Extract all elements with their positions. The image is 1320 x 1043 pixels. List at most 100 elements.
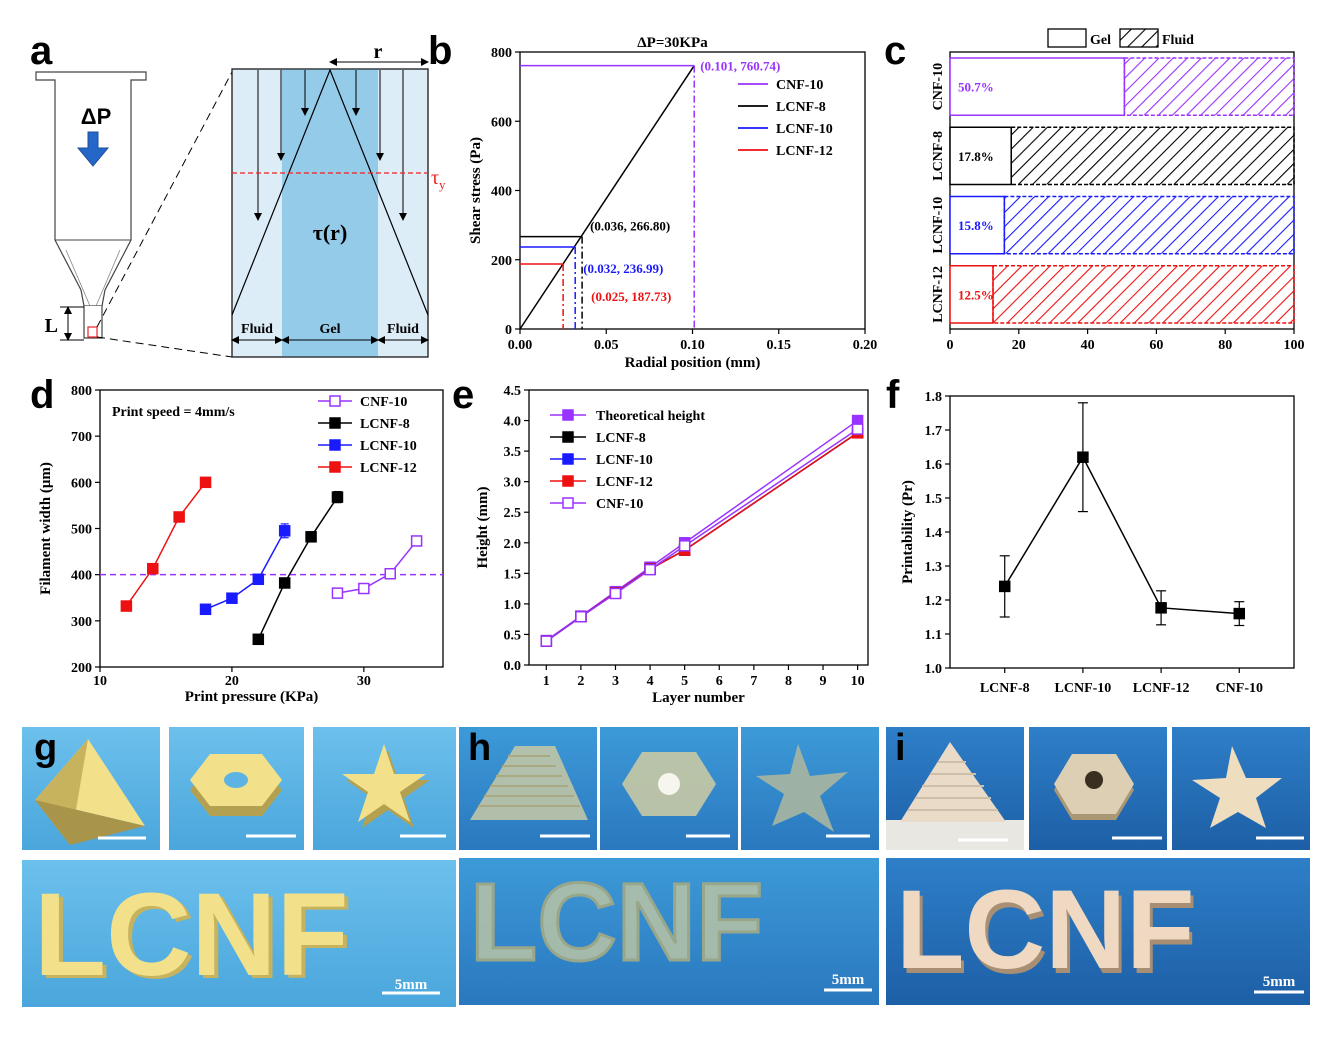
chart-d-ytick-label: 700 xyxy=(71,430,92,445)
chart-d-xtick-label: 30 xyxy=(357,674,371,689)
chart-f-xtick-label: LCNF-10 xyxy=(1055,681,1112,696)
chart-d-xtick-label: 10 xyxy=(93,674,107,689)
chart-f-point-LCNF-12 xyxy=(1155,602,1167,614)
chart-e-xtick-label: 8 xyxy=(785,674,792,689)
chart-c-gel-label: 17.8% xyxy=(958,149,994,164)
chart-b-xtick-label: 0.05 xyxy=(594,338,619,353)
chart-d-point-LCNF-12 xyxy=(120,600,133,612)
chart-d-legend-marker xyxy=(329,439,341,451)
chart-c-legend-fluid: Fluid xyxy=(1162,33,1194,48)
chart-f-ytick-label: 1.5 xyxy=(925,492,943,507)
chart-d-point-CNF-10 xyxy=(331,587,344,599)
chart-f-point-LCNF-10 xyxy=(1077,451,1089,463)
chart-d-point-LCNF-10 xyxy=(226,592,238,604)
chart-b-ytick-label: 0 xyxy=(505,323,512,338)
chart-d-annotation: Print speed = 4mm/s xyxy=(112,405,235,420)
pyramid-model xyxy=(35,800,145,845)
panel-letter-g: g xyxy=(34,727,57,769)
chart-c-category-label: CNF-10 xyxy=(931,63,946,110)
chart-d-ytick-label: 400 xyxy=(71,569,92,584)
chart-e-legend-marker xyxy=(562,431,574,443)
chart-f-ytick-label: 1.2 xyxy=(925,594,943,609)
chart-d-ylabel: Filament width (μm) xyxy=(38,462,54,595)
chart-d-point-LCNF-8 xyxy=(278,577,291,589)
chart-d-ytick-label: 500 xyxy=(71,523,92,538)
chart-d-line-CNF-10 xyxy=(337,540,418,594)
chart-c-gel-label: 15.8% xyxy=(958,218,994,233)
chart-f-xtick-label: CNF-10 xyxy=(1216,681,1263,696)
chart-b-title: ΔP=30KPa xyxy=(637,35,708,51)
chart-d-point-CNF-10 xyxy=(410,535,423,547)
chart-e-point xyxy=(644,563,656,576)
chart-e-xtick-label: 1 xyxy=(543,674,550,689)
panel-letter-h: h xyxy=(468,727,491,769)
scale-bar-h: 5mm xyxy=(832,972,865,988)
chart-d-point-LCNF-10 xyxy=(278,525,291,537)
chart-d-point-LCNF-12 xyxy=(147,562,159,575)
chart-d-ytick-label: 600 xyxy=(71,476,92,491)
chart-b-legend-label: LCNF-8 xyxy=(776,100,826,115)
chart-e-ytick-label: 3.5 xyxy=(504,445,522,460)
scale-bar-g: 5mm xyxy=(395,977,428,993)
chart-e-point xyxy=(851,423,864,435)
panel-letter-d: d xyxy=(30,373,54,417)
chart-d-line-LCNF-10 xyxy=(205,530,286,610)
chart-e-legend-marker xyxy=(562,475,574,487)
chart-b-xtick-label: 0.20 xyxy=(853,338,878,353)
panel-letter-e: e xyxy=(452,373,474,417)
chart-e-frame xyxy=(528,389,869,666)
chart-c-gel-label: 12.5% xyxy=(958,287,994,302)
chart-f: 1.0 1.1 1.2 1.3 1.4 1.5 1.6 1.7 1.8 Printability … xyxy=(900,390,1295,696)
chart-d-point-LCNF-8 xyxy=(305,531,317,543)
chart-e-legend-marker xyxy=(562,497,574,509)
chart-e-line xyxy=(545,428,859,642)
chart-f-ytick-label: 1.0 xyxy=(925,662,943,677)
chart-b-ytick-label: 400 xyxy=(491,185,512,200)
zoom-box xyxy=(87,326,98,338)
chart-e-xtick-label: 9 xyxy=(820,674,827,689)
chart-c-fluid-bar-CNF-10 xyxy=(1123,57,1295,116)
lcnf-dried-text: LCNF xyxy=(896,867,1195,992)
chart-f-point-CNF-10 xyxy=(1233,607,1246,620)
chart-d-point-LCNF-10 xyxy=(199,603,212,616)
chart-c-legend-gel-swatch xyxy=(1047,28,1087,48)
panel-letter-f: f xyxy=(886,373,900,417)
chart-c-gel-bar-LCNF-10 xyxy=(949,195,1006,255)
velocity-arrows xyxy=(254,70,407,221)
stress-profile xyxy=(231,68,429,316)
pressure-arrow-icon xyxy=(76,131,110,167)
chart-f-xtick-label: LCNF-12 xyxy=(1133,681,1190,696)
chart-e-ytick-label: 2.0 xyxy=(504,537,522,552)
zoom-line-top xyxy=(96,71,233,328)
chart-b-ytick-label: 800 xyxy=(491,46,512,61)
chart-e-xtick-label: 4 xyxy=(647,674,654,689)
chart-b-xtick-label: 0.15 xyxy=(767,338,792,353)
photo-i-lcnf xyxy=(886,858,1310,1005)
chart-e-xtick-label: 6 xyxy=(716,674,723,689)
chart-e: 1 2 3 4 5 6 7 8 9 10 0.0 0.5 1.0 1.5 2.0 2.5 3.0 3.5 4.0 4.… xyxy=(475,384,869,706)
gel-zone xyxy=(282,69,378,357)
length-label: L xyxy=(45,315,58,337)
chart-f-ytick-label: 1.1 xyxy=(925,628,943,643)
chart-b-legend-label: CNF-10 xyxy=(776,78,823,93)
chart-e-legend-label: Theoretical height xyxy=(596,409,705,424)
panel-letter-b: b xyxy=(428,29,452,73)
chart-c-category-label: LCNF-10 xyxy=(931,197,946,254)
chart-e-ytick-label: 2.5 xyxy=(504,506,522,521)
chart-d-point-CNF-10 xyxy=(384,567,396,580)
chart-e-ytick-label: 3.0 xyxy=(504,476,522,491)
svg-text:LCNF: LCNF xyxy=(38,872,353,1004)
chart-f-ytick-label: 1.3 xyxy=(925,560,943,575)
chart-c-gel-bar-CNF-10 xyxy=(949,57,1126,116)
chart-f-ytick-label: 1.4 xyxy=(925,526,943,541)
chart-b-point-label: (0.036, 266.80) xyxy=(590,219,670,234)
chart-d-legend-marker xyxy=(329,417,341,429)
chart-b-stress-line xyxy=(519,65,695,330)
chart-d-legend-label: CNF-10 xyxy=(360,395,407,410)
chart-d-ytick-label: 300 xyxy=(71,615,92,630)
chart-e-point xyxy=(540,635,553,647)
chart-c: 0 20 40 60 80 100 50.7% CNF-10 17.8% LCNF-8 15.8% L… xyxy=(931,28,1305,353)
chart-e-legend-marker xyxy=(562,409,574,421)
chart-c-legend-fluid-swatch xyxy=(1119,28,1159,48)
chart-c-legend-gel: Gel xyxy=(1090,33,1111,48)
